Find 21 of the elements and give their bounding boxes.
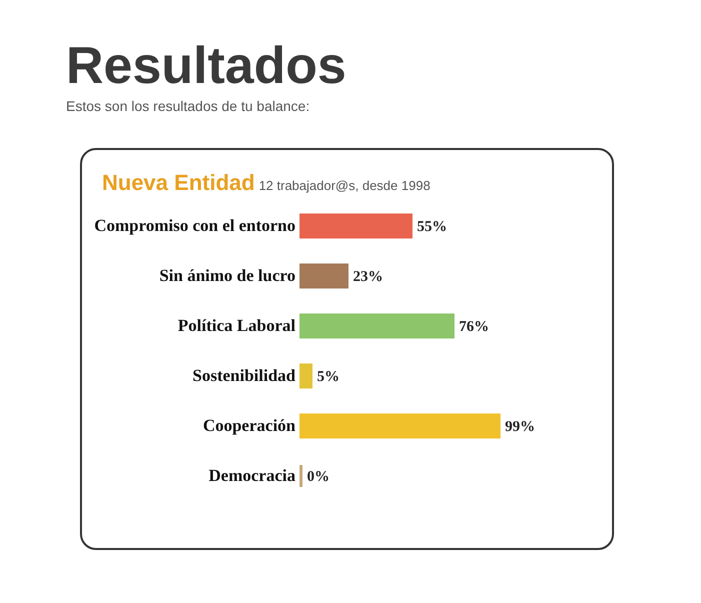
bar bbox=[300, 264, 348, 288]
data-label: 5% bbox=[317, 369, 340, 385]
y-tick-label: Compromiso con el entorno bbox=[94, 216, 296, 235]
chart-title: Resultados bbox=[66, 36, 346, 96]
data-label: 0% bbox=[307, 469, 330, 485]
bar bbox=[300, 214, 412, 238]
data-label: 99% bbox=[505, 419, 535, 435]
data-label: 23% bbox=[353, 269, 383, 285]
data-label: 76% bbox=[459, 319, 489, 335]
text: 12 trabajador@s, desde 1998 bbox=[258, 178, 430, 193]
y-tick-label: Sostenibilidad bbox=[192, 366, 296, 385]
y-tick-label: Democracia bbox=[208, 466, 296, 485]
y-tick-label: Política Laboral bbox=[178, 316, 296, 335]
y-tick-label: Sin ánimo de lucro bbox=[159, 266, 296, 285]
y-tick-label: Cooperación bbox=[202, 416, 296, 435]
bar bbox=[300, 414, 500, 438]
bar bbox=[300, 364, 312, 388]
data-label: 55% bbox=[417, 219, 447, 235]
text: Estos son los resultados de tu balance: bbox=[66, 98, 310, 114]
text: Nueva Entidad bbox=[102, 170, 255, 195]
bar bbox=[300, 314, 454, 338]
